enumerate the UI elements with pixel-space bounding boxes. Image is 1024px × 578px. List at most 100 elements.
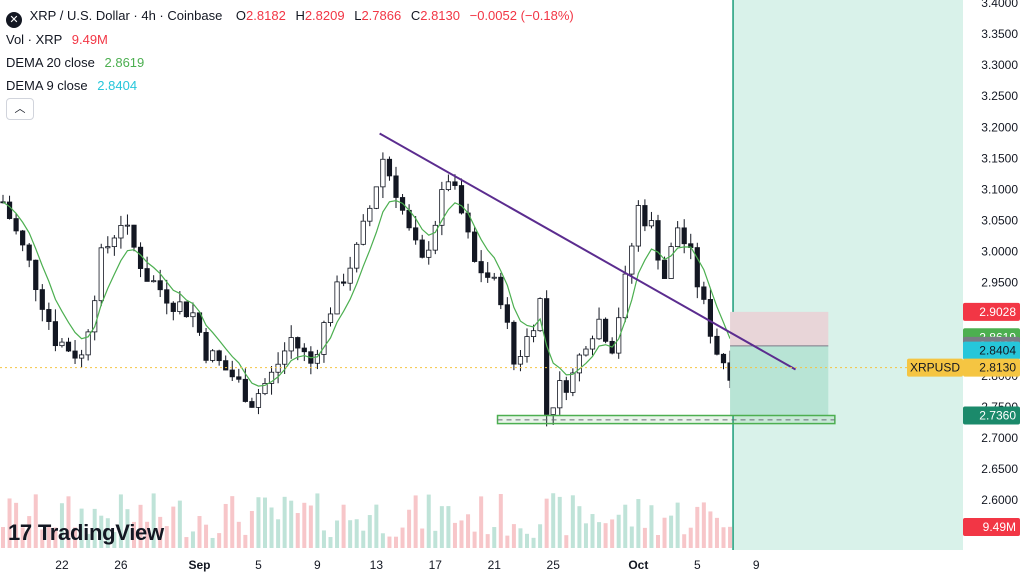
candle-body [720,353,727,364]
volume-bar [531,537,536,548]
volume-bar [308,505,313,548]
volume-label-bg [963,518,1020,536]
volume-bar [269,507,274,548]
volume-bar [387,536,392,548]
tradingview-wordmark: TradingView [37,520,164,545]
volume-bar [86,533,91,548]
volume-bar [636,499,641,548]
chart-legend: ✕ XRP / U.S. Dollar · 4h · Coinbase O2.8… [6,4,580,97]
x-tick-label: 22 [55,558,69,572]
candle-body [622,273,628,319]
candle-body [65,341,72,352]
candle-body [137,246,144,269]
volume-bar [433,530,438,548]
volume-bar [400,527,405,548]
volume-bar [236,521,241,548]
indicator-dema20[interactable]: DEMA 20 close 2.8619 [6,51,580,74]
volume-bar [701,502,706,548]
volume-bar [302,502,307,548]
volume-bar [538,524,543,548]
volume-bar [361,530,366,548]
indicator-dema9[interactable]: DEMA 9 close 2.8404 [6,74,580,97]
volume-bar [348,520,353,548]
candle-body [209,350,216,361]
x-tick-label: 9 [753,558,760,572]
indicator-label: DEMA 9 close [6,78,88,93]
volume-bar [466,514,471,548]
volume-bar [289,500,294,548]
y-tick-label: 3.2000 [981,120,1018,134]
y-tick-label: 3.1500 [981,151,1018,165]
price-label-bg [963,358,1020,377]
volume-bar [204,524,209,548]
candle-body [655,220,661,261]
volume-bar [295,513,300,548]
volume-bar [132,521,136,548]
candle-body [26,244,32,261]
candle-body [203,331,209,361]
candle-body [445,181,452,190]
candle-body [301,347,307,353]
volume-bar [335,520,340,548]
volume-bar [728,526,733,548]
volume-bar [498,494,503,548]
volume-bar [151,493,156,548]
y-tick-label: 3.3000 [981,58,1018,72]
volume-bar [243,534,248,548]
open-value: 2.8182 [246,8,286,23]
volume-bar [328,537,333,548]
volume-bar [518,528,523,548]
volume-bar [40,529,45,548]
candle-body [694,247,700,288]
volume-bar [610,519,615,548]
candle-body [511,321,517,365]
volume-bar [374,504,379,548]
volume-bar [92,508,97,548]
indicator-value: 2.8404 [97,78,138,93]
volume-bar [439,506,444,548]
symbol-header[interactable]: ✕ XRP / U.S. Dollar · 4h · Coinbase O2.8… [6,4,580,28]
candle-body [105,246,111,249]
volume-bar [14,502,19,548]
volume-bar [73,527,78,548]
candle-body [681,227,687,245]
collapse-legend-button[interactable]: ︿ [6,98,34,120]
candle-body [616,317,622,354]
x-tick-label: 13 [370,558,384,572]
volume-bar [492,527,497,548]
volume-bar [321,530,326,548]
volume-bar [46,525,51,548]
future-zone [733,0,963,550]
y-tick-label: 3.3500 [981,27,1018,41]
y-tick-label: 2.9500 [981,276,1018,290]
candle-body [131,224,137,248]
x-tick-label: Sep [188,558,210,572]
y-tick-label: 3.0500 [981,213,1018,227]
volume-bar [263,497,267,548]
candle-body [59,341,65,347]
volume-bar [125,509,130,548]
volume-bar [426,494,431,548]
candle-body [52,321,59,347]
volume-bar [525,533,529,548]
volume-bar [380,533,385,548]
volume-bar [603,523,608,548]
candle-body [537,298,543,332]
candle-body [111,237,117,248]
volume-bar [217,533,222,548]
volume-bar [276,519,281,548]
indicator-volume[interactable]: Vol · XRP 9.49M [6,28,580,51]
volume-bar [616,514,621,548]
tradingview-logo[interactable]: 17 TradingView [8,520,164,546]
volume-bar [177,500,182,548]
candle-body [452,181,458,186]
candle-body [386,158,393,177]
y-tick-label: 2.7000 [981,431,1018,445]
stop-zone [730,311,829,346]
ohlc-values: O2.8182 H2.8209 L2.7866 C2.8130 −0.0052 … [235,8,574,23]
price-label: 2.7360 [979,409,1016,423]
y-tick-label: 3.2500 [981,89,1018,103]
candle-body [314,354,321,364]
price-label-bg [963,302,1020,321]
